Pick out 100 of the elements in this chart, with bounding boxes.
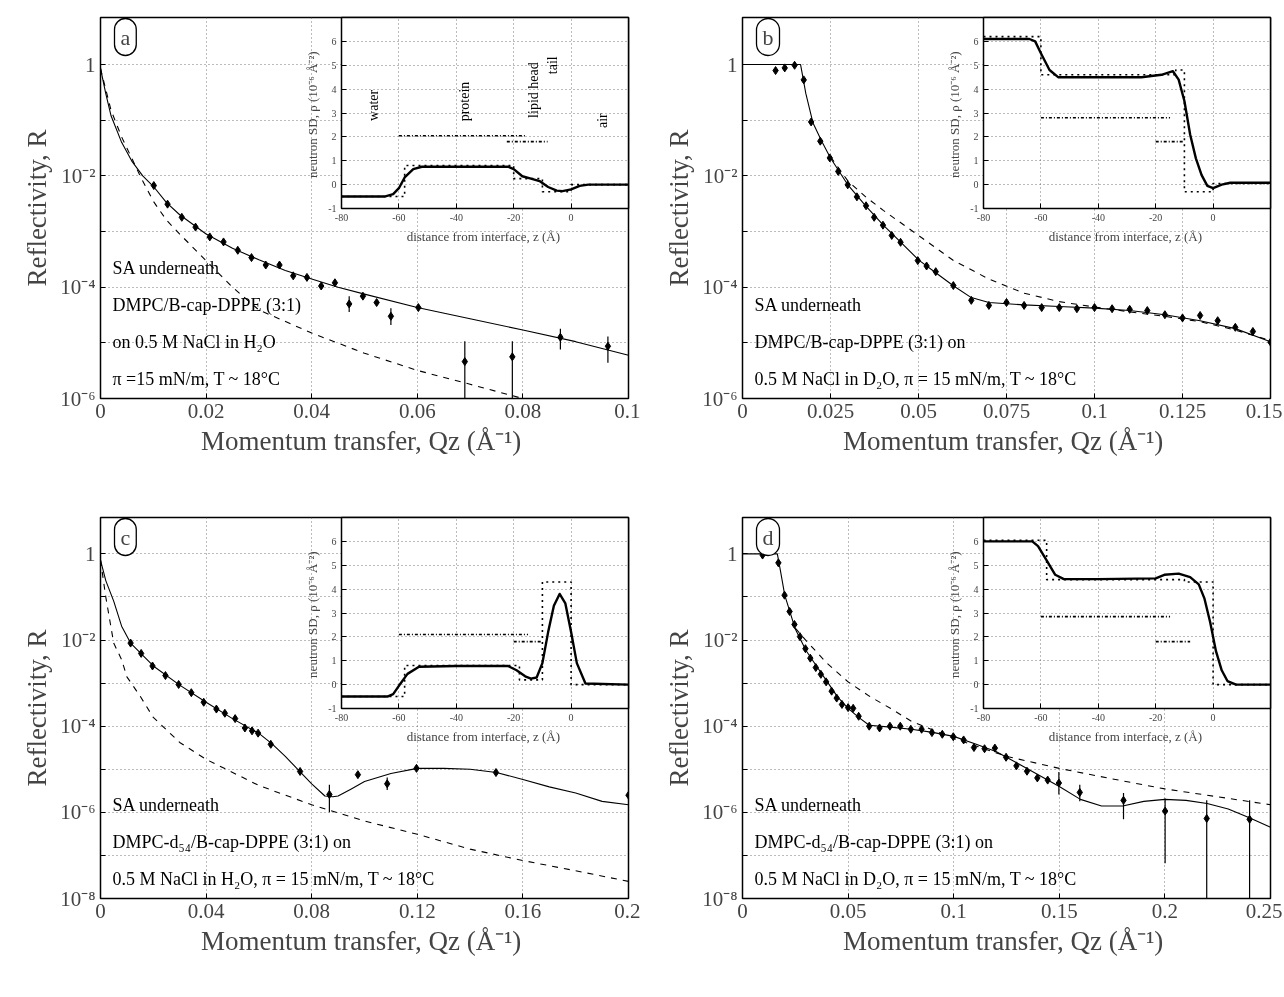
y-tick-label: 0 [331, 179, 337, 191]
y-tick-label: -1 [970, 703, 979, 714]
y-tick-label: 10⁻⁶ [60, 386, 96, 411]
y-axis-title: Reflectivity, R [22, 629, 53, 787]
y-tick-label: 4 [973, 583, 979, 595]
annotation: water [365, 89, 381, 121]
x-axis-title: Momentum transfer, Qz (Å⁻¹) [842, 425, 1164, 456]
y-tick-label: 3 [331, 107, 337, 119]
annotation: SA underneath [112, 257, 219, 278]
y-tick-label: 1 [727, 541, 738, 566]
y-tick-label: 4 [331, 83, 337, 95]
y-tick-label: 5 [331, 559, 337, 571]
y-tick-label: 5 [973, 59, 979, 71]
y-tick-label: 10⁻⁶ [60, 800, 96, 825]
y-tick-label: 1 [331, 155, 337, 167]
x-tick-label: 0.2 [614, 898, 641, 923]
y-tick-label: 10⁻⁶ [702, 386, 738, 411]
y-tick-label: 10⁻⁸ [60, 886, 96, 911]
annotation: c [120, 524, 131, 550]
x-tick-label: 0.16 [504, 898, 542, 923]
x-tick-label: -20 [507, 711, 521, 723]
y-tick-label: 6 [973, 35, 979, 47]
y-tick-label: 6 [331, 535, 337, 547]
x-tick-label: 0.05 [829, 898, 867, 923]
x-tick-label: -20 [1149, 211, 1163, 223]
x-tick-label: -60 [392, 711, 406, 723]
y-tick-label: 2 [331, 131, 337, 143]
x-tick-label: 0.05 [900, 398, 937, 423]
x-tick-label: 0.1 [1081, 398, 1108, 423]
y-tick-label: 10⁻² [703, 628, 738, 653]
annotation: SA underneath [754, 794, 861, 815]
y-tick-label: 10⁻⁸ [702, 886, 738, 911]
annotation: air [595, 112, 611, 129]
x-tick-label: 0.1 [940, 898, 967, 923]
y-axis-title: Reflectivity, R [664, 129, 695, 287]
x-tick-label: -40 [1091, 711, 1105, 723]
y-axis-title: neutron SD, ρ (10⁻⁶ Å⁻²) [947, 551, 963, 678]
annotation: d [762, 524, 774, 550]
x-tick-label: -40 [1091, 211, 1105, 223]
annotation: 0.5 M NaCl in H₂O, π = 15 mN/m, T ~ 18°C [112, 868, 435, 889]
annotation: DMPC-d₅₄/B-cap-DPPE (3:1) on [112, 831, 352, 853]
y-tick-label: 10⁻⁴ [60, 714, 96, 739]
y-tick-label: 1 [727, 52, 738, 77]
y-tick-label: 10⁻⁴ [702, 275, 738, 300]
y-tick-label: 6 [331, 35, 337, 47]
x-tick-label: -60 [392, 211, 406, 223]
x-tick-label: 0 [568, 711, 574, 723]
x-tick-label: -80 [334, 211, 349, 223]
annotation: 0.5 M NaCl in D₂O, π = 15 mN/m, T ~ 18°C [754, 868, 1077, 889]
x-axis-title: Momentum transfer, Qz (Å⁻¹) [842, 925, 1164, 956]
y-tick-label: 5 [973, 559, 979, 571]
x-tick-label: 0.125 [1158, 398, 1207, 423]
y-tick-label: 0 [331, 679, 337, 691]
x-tick-label: 0 [1210, 211, 1216, 223]
y-tick-label: 1 [331, 655, 337, 667]
x-axis-title: distance from interface, z (Å) [1048, 728, 1203, 744]
y-axis-title: Reflectivity, R [664, 629, 695, 787]
y-axis-title: Reflectivity, R [22, 129, 53, 287]
x-axis-title: Momentum transfer, Qz (Å⁻¹) [200, 425, 522, 456]
x-tick-label: 0.04 [187, 898, 225, 923]
y-tick-label: 0 [973, 679, 979, 691]
annotation: b [762, 24, 774, 50]
x-tick-label: 0.06 [398, 398, 436, 423]
y-tick-label: -1 [328, 703, 337, 714]
y-tick-label: 10⁻⁴ [702, 714, 738, 739]
y-tick-label: 4 [331, 583, 337, 595]
x-tick-label: 0.15 [1245, 398, 1283, 423]
y-tick-label: 10⁻⁶ [702, 800, 738, 825]
y-axis-title: neutron SD, ρ (10⁻⁶ Å⁻²) [305, 51, 321, 178]
x-tick-label: -40 [449, 211, 463, 223]
x-tick-label: -20 [507, 211, 521, 223]
y-axis-title: neutron SD, ρ (10⁻⁶ Å⁻²) [305, 551, 321, 678]
y-tick-label: -1 [328, 203, 337, 214]
y-tick-label: 3 [331, 607, 337, 619]
annotation: lipid head [526, 62, 542, 118]
y-tick-label: 10⁻² [61, 163, 96, 188]
y-tick-label: 5 [331, 59, 337, 71]
x-tick-label: 0 [1210, 711, 1216, 723]
y-tick-label: 6 [973, 535, 979, 547]
x-tick-label: 0.04 [293, 398, 331, 423]
x-tick-label: 0.25 [1245, 898, 1283, 923]
y-tick-label: 10⁻⁴ [60, 275, 96, 300]
annotation: tail [544, 56, 560, 75]
y-tick-label: 10⁻² [61, 628, 96, 653]
x-tick-label: 0.075 [982, 398, 1031, 423]
x-tick-label: -80 [334, 711, 349, 723]
annotation: DMPC/B-cap-DPPE (3:1) [112, 294, 301, 316]
x-tick-label: 0 [568, 211, 574, 223]
annotation: on 0.5 M NaCl in H₂O [112, 331, 276, 352]
y-tick-label: 1 [973, 655, 979, 667]
annotation: DMPC-d₅₄/B-cap-DPPE (3:1) on [754, 831, 994, 853]
x-tick-label: -40 [449, 711, 463, 723]
y-tick-label: 0 [973, 179, 979, 191]
y-tick-label: -1 [970, 203, 979, 214]
x-tick-label: -20 [1149, 711, 1163, 723]
y-tick-label: 1 [85, 541, 96, 566]
y-tick-label: 3 [973, 107, 979, 119]
annotation: a [120, 24, 131, 50]
y-tick-label: 2 [331, 631, 337, 643]
x-tick-label: 0.2 [1151, 898, 1179, 923]
